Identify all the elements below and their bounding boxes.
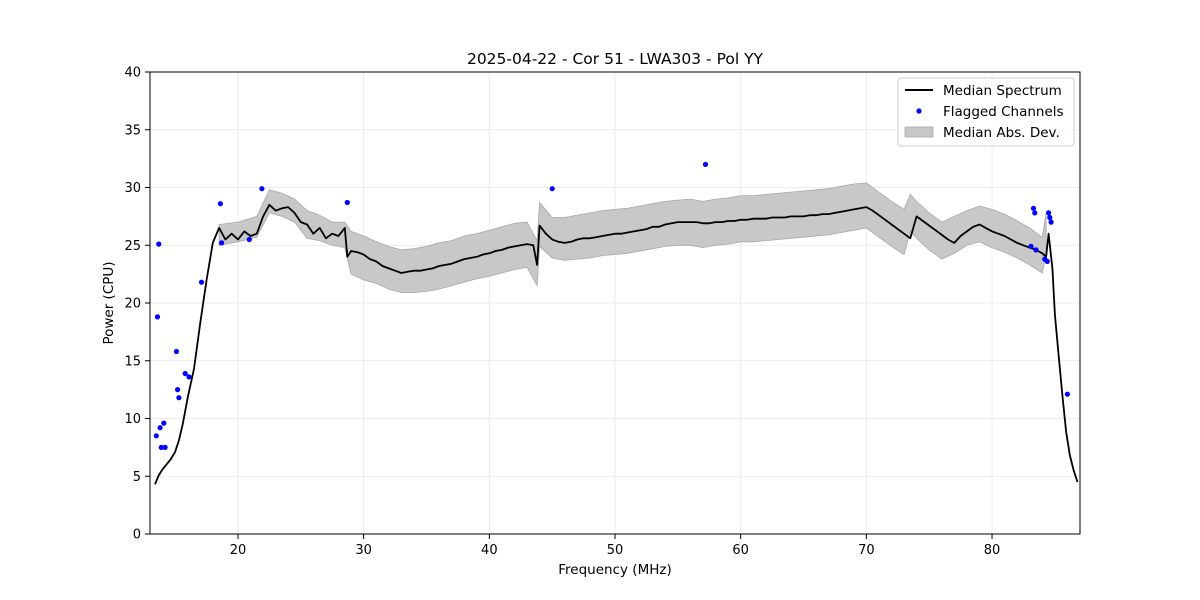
- legend-label-median: Median Spectrum: [943, 83, 1062, 99]
- flagged-channel-point: [156, 241, 162, 247]
- legend: Median Spectrum Flagged Channels Median …: [897, 77, 1075, 147]
- legend-box: [897, 77, 1075, 147]
- x-tick-label: 70: [858, 543, 875, 558]
- flagged-channel-point: [1030, 205, 1037, 211]
- flagged-channel-point: [1048, 219, 1054, 225]
- y-tick-label: 0: [133, 528, 141, 543]
- flagged-channel-point: [1044, 258, 1050, 264]
- flagged-channel-point: [153, 433, 159, 439]
- y-tick-label: 10: [124, 412, 141, 427]
- flagged-channel-point: [259, 186, 265, 192]
- legend-label-mad: Median Abs. Dev.: [943, 125, 1060, 141]
- flagged-channel-point: [161, 420, 167, 426]
- x-tick-label: 30: [355, 543, 372, 558]
- flagged-channel-point: [182, 370, 188, 377]
- flagged-channel-point: [1046, 210, 1052, 216]
- flagged-channel-point: [158, 444, 164, 450]
- axes-ticks: 20 30 40 50 60 70 80 0 5 10 15 20 25 30 35 40: [124, 66, 1000, 559]
- y-tick-label: 15: [124, 354, 141, 369]
- flagged-channel-point: [173, 348, 179, 355]
- flagged-channel-point: [549, 186, 555, 192]
- flagged-channel-point: [1047, 214, 1053, 221]
- flagged-channel-point: [246, 236, 252, 243]
- flagged-channel-point: [175, 387, 181, 393]
- flagged-channel-point: [1028, 243, 1034, 249]
- plot-content: [153, 161, 1079, 485]
- flagged-channel-point: [157, 425, 163, 431]
- flagged-channel-point: [702, 161, 709, 167]
- x-tick-label: 40: [481, 543, 498, 558]
- flagged-channel-point: [198, 279, 205, 285]
- y-axis-label: Power (CPU): [101, 261, 117, 344]
- flagged-channel-point: [162, 444, 168, 450]
- flagged-channel-point: [186, 374, 192, 380]
- legend-dot-swatch: [916, 108, 922, 114]
- y-tick-label: 30: [124, 181, 141, 196]
- flagged-channel-point: [1032, 210, 1038, 216]
- y-tick-label: 35: [124, 123, 141, 138]
- x-axis-label: Frequency (MHz): [558, 562, 671, 578]
- chart-title: 2025-04-22 - Cor 51 - LWA303 - Pol YY: [467, 50, 764, 68]
- y-tick-label: 5: [133, 470, 141, 485]
- x-tick-label: 50: [607, 543, 624, 558]
- y-tick-label: 25: [124, 239, 141, 254]
- y-tick-label: 20: [124, 297, 141, 312]
- flagged-channel-point: [219, 240, 225, 246]
- median-spectrum-line: [154, 203, 1079, 485]
- flagged-channel-point: [217, 201, 223, 207]
- flagged-channel-point: [1064, 391, 1070, 397]
- legend-band-swatch: [904, 126, 934, 138]
- flagged-channel-point: [344, 199, 350, 206]
- x-tick-label: 80: [984, 543, 1001, 558]
- x-tick-label: 60: [732, 543, 749, 558]
- x-tick-label: 20: [230, 543, 247, 558]
- flagged-channel-point: [176, 395, 182, 401]
- flagged-channel-point: [1033, 247, 1039, 253]
- flagged-channel-point: [154, 314, 161, 320]
- legend-label-flagged: Flagged Channels: [943, 104, 1064, 120]
- y-tick-label: 40: [124, 66, 141, 81]
